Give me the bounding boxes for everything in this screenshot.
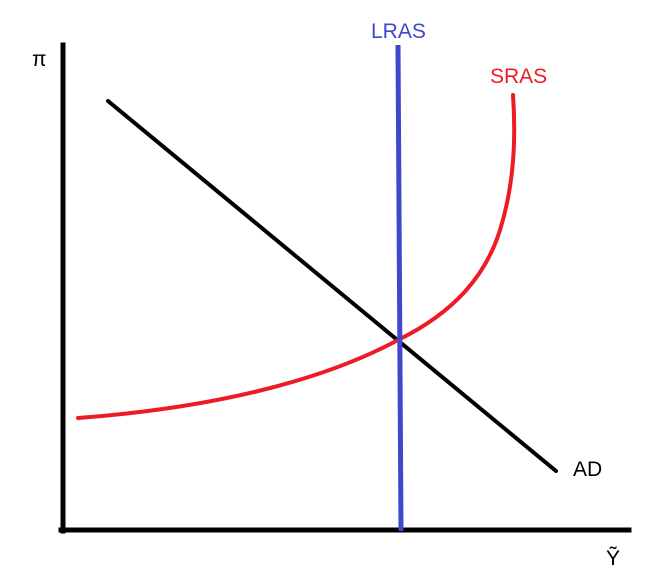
ad-label: AD [573, 458, 602, 481]
lras-line [395, 44, 404, 532]
lras-label: LRAS [371, 20, 426, 43]
y-axis-label: π [32, 48, 47, 71]
ad-curve [106, 99, 558, 473]
sras-label: SRAS [490, 65, 547, 88]
x-axis-label: Ỹ [606, 546, 620, 570]
sras-curve [76, 93, 517, 420]
